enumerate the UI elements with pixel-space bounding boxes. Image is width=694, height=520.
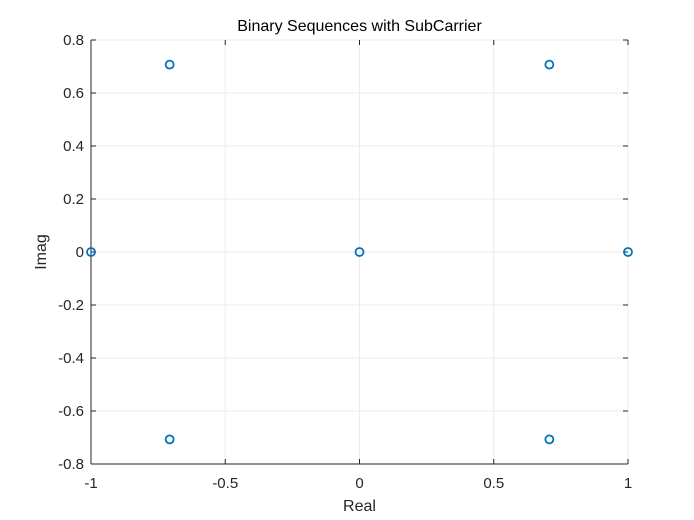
data-points (86, 59, 633, 445)
data-point (354, 247, 365, 257)
x-tick-label: -1 (84, 475, 97, 492)
data-point (86, 247, 96, 257)
y-tick-label: 0 (76, 244, 84, 261)
y-tick-label: 0.2 (63, 191, 84, 208)
x-tick-label: 0 (355, 475, 363, 492)
data-point (164, 59, 175, 70)
x-tick-label: 1 (624, 475, 632, 492)
data-point (623, 247, 633, 257)
data-point (544, 434, 555, 445)
y-tick-label: 0.6 (63, 85, 84, 102)
data-point (164, 434, 175, 445)
y-tick-label: 0.8 (63, 32, 84, 49)
chart-title: Binary Sequences with SubCarrier (237, 18, 482, 35)
axes: -1 -0.5 0 0.5 1 0.8 0.6 0.4 0.2 0 -0.2 -0.4 -0.6 -0.8 (58, 32, 632, 492)
data-point (544, 59, 555, 70)
x-tick-label: 0.5 (483, 475, 504, 492)
y-tick-label: -0.6 (58, 403, 84, 420)
x-tick-label: -0.5 (212, 475, 238, 492)
y-tick-label: -0.4 (58, 350, 84, 367)
y-tick-label: -0.2 (58, 297, 84, 314)
y-tick-label: 0.4 (63, 138, 84, 155)
y-tick-label: -0.8 (58, 456, 84, 473)
x-axis-label: Real (343, 498, 376, 515)
y-axis-label: Imag (33, 234, 50, 270)
